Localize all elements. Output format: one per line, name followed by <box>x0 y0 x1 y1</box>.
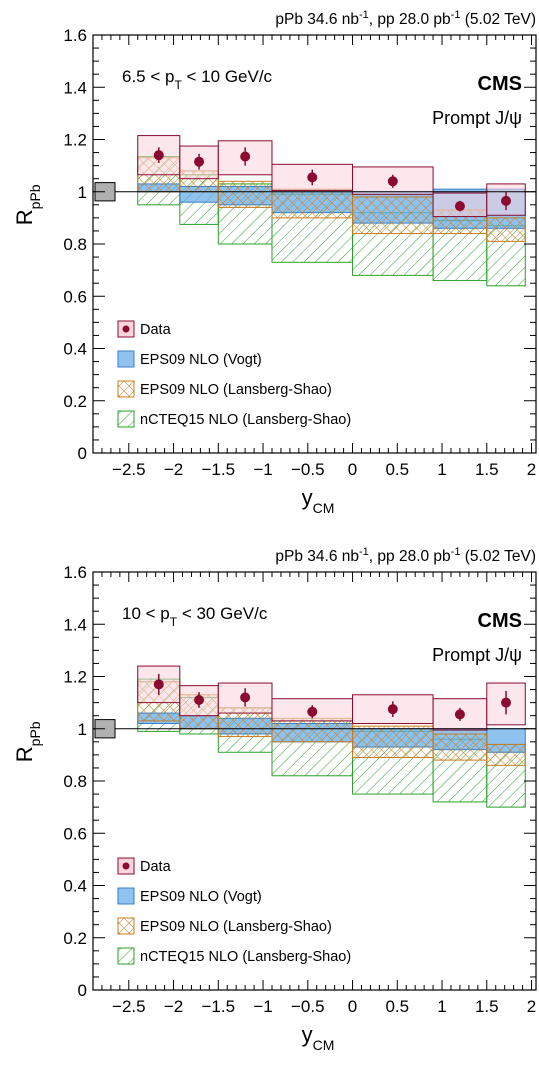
data-point <box>454 201 465 212</box>
x-tick-label: −2.5 <box>112 460 146 479</box>
data-point <box>387 704 398 715</box>
x-tick-label: 1.5 <box>475 997 499 1016</box>
x-tick-label: 2 <box>527 460 536 479</box>
chart-top: −2.5 −2 −1.5 −1 −0.5 0 0.5 1 1.5 2 0 0.2 0.4 0.6 0.8 1 1… <box>12 9 537 516</box>
y-tick-label: 0.8 <box>63 235 87 254</box>
legend-swatch-lansberg-cross <box>118 381 134 397</box>
chart-bottom: −2.5 −2 −1.5 −1 −0.5 0 0.5 1 1.5 2 0 0.2 0.4 0.6 0.8 1 1… <box>12 546 537 1053</box>
data-point <box>194 156 205 167</box>
y-tick-label: 0.6 <box>63 824 87 843</box>
experiment-label: CMS <box>478 73 522 95</box>
y-tick-label: 0 <box>78 444 87 463</box>
pt-range-label: 6.5 < pT < 10 GeV/c <box>122 67 273 92</box>
data-point <box>240 151 251 162</box>
x-tick-label: 1.5 <box>475 460 499 479</box>
x-tick-label: −0.5 <box>291 997 325 1016</box>
lansberg-band-cross <box>271 718 353 742</box>
x-tick-label: −1 <box>253 997 272 1016</box>
legend-swatch-vogt <box>117 887 135 905</box>
pt-range-label: 10 < pT < 30 GeV/c <box>122 604 268 629</box>
y-tick-label: 1.6 <box>63 26 87 45</box>
x-tick-label: −1.5 <box>202 997 236 1016</box>
legend-swatch-ncteq <box>117 947 135 965</box>
chart-panel-top: −2.5 −2 −1.5 −1 −0.5 0 0.5 1 1.5 2 0 0.2 0.4 0.6 0.8 1 1… <box>12 9 537 516</box>
y-tick-label: 0.2 <box>63 392 87 411</box>
experiment-label: CMS <box>478 610 522 632</box>
data-point <box>501 697 512 708</box>
y-tick-label: 0.2 <box>63 929 87 948</box>
legend-marker-data <box>122 325 130 333</box>
x-tick-label: −2.5 <box>112 997 146 1016</box>
legend-swatch-ncteq <box>117 410 135 428</box>
x-tick-label: −1.5 <box>202 460 236 479</box>
data-point <box>387 176 398 187</box>
y-tick-label: 0.4 <box>63 340 87 359</box>
lansberg-band-cross <box>486 744 526 766</box>
legend-label: nCTEQ15 NLO (Lansberg-Shao) <box>140 412 351 428</box>
data-syst-box <box>352 166 434 195</box>
lansberg-band-cross <box>271 189 353 218</box>
data-point <box>240 692 251 703</box>
data-point <box>153 679 164 690</box>
y-tick-label: 1.2 <box>63 668 87 687</box>
lansberg-band-cross <box>486 217 526 242</box>
x-tick-label: 0.5 <box>385 997 409 1016</box>
y-tick-label: 0.4 <box>63 877 87 896</box>
data-point <box>454 709 465 720</box>
x-tick-label: 0 <box>348 460 357 479</box>
x-tick-label: −2 <box>164 997 183 1016</box>
y-tick-label: 1.2 <box>63 131 87 150</box>
lansberg-band-cross <box>433 733 487 761</box>
legend-label: nCTEQ15 NLO (Lansberg-Shao) <box>140 949 351 965</box>
legend-marker-data <box>122 862 130 870</box>
x-tick-label: 1 <box>437 460 446 479</box>
chart-panel-bottom: −2.5 −2 −1.5 −1 −0.5 0 0.5 1 1.5 2 0 0.2 0.4 0.6 0.8 1 1… <box>0 537 539 1075</box>
legend-label: Data <box>140 322 172 338</box>
y-tick-label: 1 <box>78 720 87 739</box>
x-tick-label: 0.5 <box>385 460 409 479</box>
y-tick-label: 1.4 <box>63 615 87 634</box>
legend-swatch-lansberg-cross <box>118 918 134 934</box>
energy-label: pPb 34.6 nb-1, pp 28.0 pb-1 (5.02 TeV) <box>275 9 536 28</box>
y-tick-label: 1.4 <box>63 78 87 97</box>
data-point <box>153 150 164 161</box>
data-point <box>307 706 318 717</box>
legend-label: EPS09 NLO (Lansberg-Shao) <box>140 919 332 935</box>
x-tick-label: 2 <box>527 997 536 1016</box>
lansberg-band-cross <box>352 196 434 234</box>
x-tick-label: 0 <box>348 997 357 1016</box>
x-tick-label: −1 <box>253 460 272 479</box>
energy-label: pPb 34.6 nb-1, pp 28.0 pb-1 (5.02 TeV) <box>275 546 536 565</box>
particle-label: Prompt J/ψ <box>432 108 522 128</box>
x-tick-label: −2 <box>164 460 183 479</box>
data-point <box>501 195 512 206</box>
y-tick-label: 0 <box>78 981 87 1000</box>
y-tick-label: 0.6 <box>63 287 87 306</box>
x-tick-label: 1 <box>437 997 446 1016</box>
data-point <box>194 695 205 706</box>
y-axis-label: RpPb <box>12 184 43 225</box>
data-syst-box <box>137 665 181 704</box>
legend-label: Data <box>140 859 172 875</box>
data-syst-box <box>179 145 219 180</box>
y-tick-label: 1.6 <box>63 563 87 582</box>
x-axis-label: yCM <box>302 485 335 516</box>
x-axis-label: yCM <box>302 1022 335 1053</box>
legend-label: EPS09 NLO (Vogt) <box>140 889 262 905</box>
lansberg-band-cross <box>218 181 272 208</box>
y-axis-label: RpPb <box>12 721 43 762</box>
legend-swatch-vogt <box>117 350 135 368</box>
legend-label: EPS09 NLO (Lansberg-Shao) <box>140 382 332 398</box>
particle-label: Prompt J/ψ <box>432 645 522 665</box>
legend-label: EPS09 NLO (Vogt) <box>140 352 262 368</box>
data-point <box>307 172 318 183</box>
x-tick-label: −0.5 <box>291 460 325 479</box>
y-tick-label: 0.8 <box>63 772 87 791</box>
y-tick-label: 1 <box>78 183 87 202</box>
lansberg-band-cross <box>352 726 434 758</box>
